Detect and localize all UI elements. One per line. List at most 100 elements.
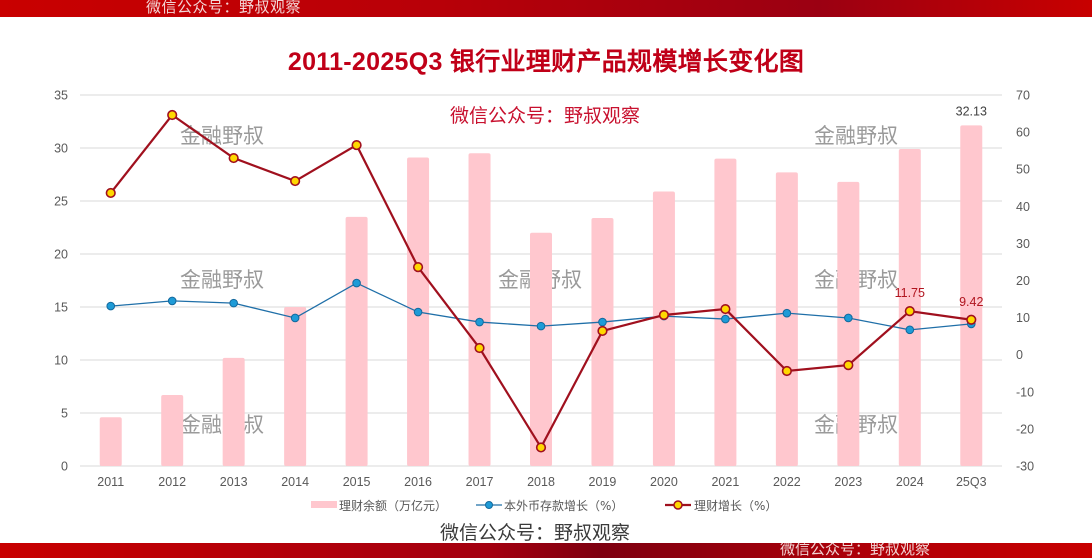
right-axis-tick: 20 <box>1016 274 1030 288</box>
right-axis-tick: 0 <box>1016 348 1023 362</box>
wealth-growth-marker <box>105 187 116 199</box>
right-axis-tick: -10 <box>1016 385 1034 399</box>
x-axis-tick: 2018 <box>527 475 555 489</box>
x-axis-tick: 2016 <box>404 475 432 489</box>
grey-watermark: 金融野叔 <box>814 124 898 148</box>
deposit-marker <box>844 313 853 323</box>
x-axis-tick: 2024 <box>896 475 924 489</box>
x-axis-tick: 2015 <box>343 475 371 489</box>
chart-title: 2011-2025Q3 银行业理财产品规模增长变化图 <box>287 48 805 76</box>
wealth-growth-marker <box>597 325 608 337</box>
bar <box>960 125 983 466</box>
bar <box>530 232 552 466</box>
right-y-axis: -30 -20 -10 0 10 20 30 40 50 60 70 <box>1016 89 1034 474</box>
legend-red-marker <box>673 500 683 510</box>
legend-label: 本外币存款增长（%） <box>504 499 623 513</box>
wealth-growth-marker <box>904 306 915 317</box>
right-axis-tick: 50 <box>1016 163 1030 177</box>
left-axis-tick: 15 <box>54 301 68 315</box>
right-axis-tick: 40 <box>1016 200 1030 214</box>
left-axis-tick: 35 <box>54 89 68 103</box>
data-labels: 32.13 11.75 9.42 <box>895 104 987 308</box>
bar <box>837 181 860 467</box>
wealth-growth-marker <box>658 309 670 321</box>
wealth-growth-marker <box>966 314 977 325</box>
bar <box>284 307 307 466</box>
bar <box>222 357 245 466</box>
right-axis-tick: 10 <box>1016 311 1030 325</box>
x-axis-tick: 2014 <box>281 475 309 489</box>
left-axis-tick: 5 <box>61 407 68 421</box>
x-axis-tick: 2022 <box>773 475 801 489</box>
wealth-growth-marker <box>412 262 424 273</box>
x-axis-tick: 2017 <box>466 475 494 489</box>
wealth-growth-data-label: 9.42 <box>959 295 983 309</box>
deposit-marker <box>475 317 484 327</box>
deposit-marker <box>290 313 300 323</box>
right-axis-tick: -30 <box>1016 460 1034 474</box>
legend-bar-swatch <box>311 501 337 508</box>
left-axis-tick: 10 <box>54 354 68 368</box>
deposit-marker <box>782 308 792 318</box>
x-axis-tick: 2023 <box>834 475 862 489</box>
legend-label: 理财增长（%） <box>694 499 777 513</box>
bar <box>775 172 798 466</box>
bar-series-wealth-balance <box>99 125 983 467</box>
legend-label: 理财余额（万亿元） <box>339 498 447 513</box>
wealth-growth-marker <box>228 152 239 164</box>
x-axis-tick: 2020 <box>650 475 678 489</box>
bar <box>345 216 368 466</box>
bar <box>468 153 491 467</box>
wealth-growth-marker <box>474 342 485 354</box>
deposit-marker <box>106 301 116 311</box>
bar <box>99 417 122 466</box>
wealth-growth-marker <box>781 365 792 377</box>
deposit-marker <box>598 317 607 327</box>
left-axis-tick: 30 <box>54 142 68 156</box>
right-axis-tick: -20 <box>1016 422 1034 436</box>
left-axis-tick: 25 <box>54 195 68 209</box>
x-axis-tick: 2013 <box>220 475 248 489</box>
legend: 理财余额（万亿元） 本外币存款增长（%） 理财增长（%） <box>311 498 777 513</box>
footer-watermark: 微信公众号：野叔观察 <box>440 522 631 544</box>
wealth-growth-marker <box>843 359 854 371</box>
grey-watermark: 金融野叔 <box>180 268 264 292</box>
wealth-growth-marker <box>351 139 362 151</box>
grey-watermark: 金融野叔 <box>180 124 264 148</box>
bottom-banner: 微信公众号：野叔观察 <box>0 543 1092 558</box>
right-axis-tick: 30 <box>1016 237 1030 251</box>
wealth-growth-marker <box>720 303 731 315</box>
x-axis: 2011 2012 2013 2014 2015 2016 2017 2018 2019 2020… <box>97 475 986 489</box>
chart-red-watermark: 微信公众号：野叔观察 <box>450 105 640 127</box>
x-axis-tick: 2019 <box>589 475 617 489</box>
bar <box>161 394 184 466</box>
top-banner: 微信公众号：野叔观察 <box>0 0 1092 17</box>
wealth-growth-marker <box>290 175 301 187</box>
deposit-marker <box>229 298 238 308</box>
left-axis-tick: 20 <box>54 248 68 262</box>
left-axis-tick: 0 <box>61 460 68 474</box>
deposit-marker <box>167 296 177 306</box>
deposit-marker <box>413 307 423 317</box>
grey-watermark: 金融野叔 <box>180 413 264 437</box>
bar <box>591 217 614 466</box>
wealth-growth-marker <box>167 109 178 121</box>
bar <box>652 191 675 466</box>
bar-data-label: 32.13 <box>956 104 987 118</box>
deposit-marker <box>536 321 546 331</box>
top-banner-watermark: 微信公众号：野叔观察 <box>146 0 302 16</box>
wealth-growth-data-label: 11.75 <box>895 286 925 300</box>
wealth-growth-marker <box>535 442 547 453</box>
x-axis-tick: 2012 <box>158 475 186 489</box>
deposit-marker <box>721 314 730 324</box>
line-series-wealth-growth <box>105 109 977 453</box>
deposit-marker <box>905 325 915 335</box>
bottom-banner-watermark: 微信公众号：野叔观察 <box>780 543 931 558</box>
deposit-marker <box>352 278 361 288</box>
right-axis-tick: 60 <box>1016 126 1030 140</box>
x-axis-tick: 2021 <box>711 475 739 489</box>
legend-blue-marker <box>485 501 493 509</box>
right-axis-tick: 70 <box>1016 89 1030 103</box>
x-axis-tick: 25Q3 <box>956 475 987 489</box>
